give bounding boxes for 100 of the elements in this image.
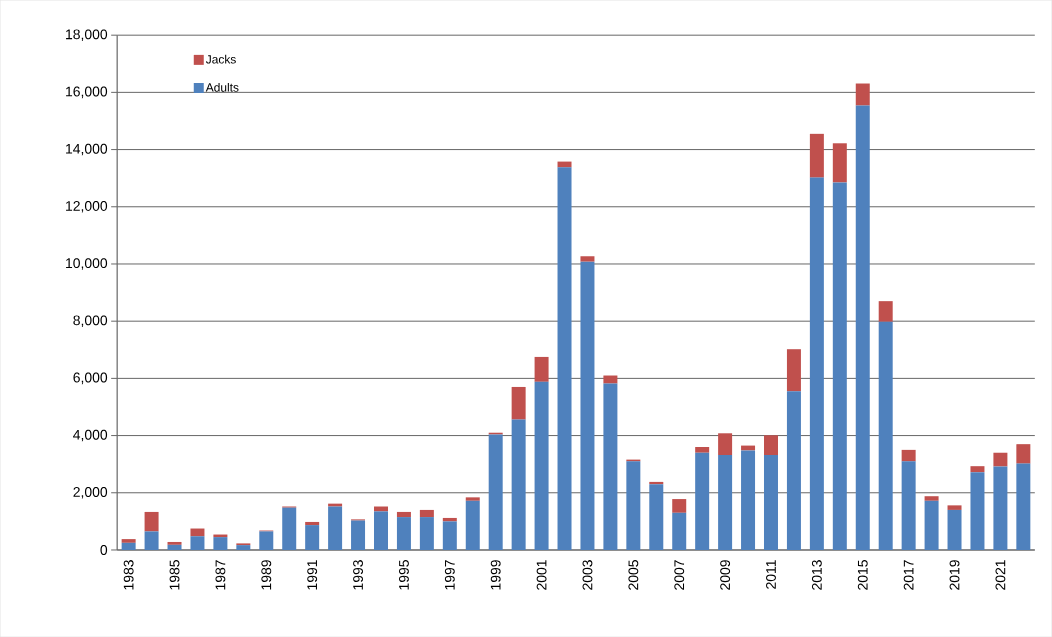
bar (970, 466, 985, 473)
x-tick-label: 1997 (444, 560, 455, 590)
bar (947, 505, 962, 510)
x-tick-label: 1989 (261, 560, 272, 590)
bar (763, 454, 778, 550)
bar (993, 466, 1008, 550)
bar (1016, 444, 1031, 464)
bar (190, 536, 205, 550)
bar (672, 512, 687, 550)
y-tick-label: 2,000 (73, 486, 108, 499)
bar (465, 497, 480, 501)
bar (282, 507, 297, 550)
x-tick-label: 1995 (398, 560, 409, 590)
bar (855, 83, 870, 106)
x-tick-label: 1983 (123, 560, 134, 590)
x-tick-label: 2017 (903, 560, 914, 590)
bar (305, 521, 320, 526)
x-tick-label: 2011 (766, 560, 776, 589)
bar (373, 511, 388, 550)
bar (557, 167, 572, 550)
bar (993, 452, 1008, 467)
y-tick-label: 12,000 (66, 200, 108, 213)
bar (328, 506, 343, 550)
bar (144, 531, 159, 550)
bar (695, 446, 710, 453)
bar (947, 509, 962, 550)
y-tick-label: 18,000 (66, 29, 108, 41)
y-tick-label: 10,000 (66, 258, 108, 270)
bar (878, 301, 893, 322)
bar (809, 133, 824, 178)
bar (763, 435, 778, 455)
bar (924, 496, 939, 501)
bar (465, 500, 480, 550)
bar (121, 542, 136, 550)
bar (121, 539, 136, 543)
bar (236, 545, 251, 550)
bar (144, 511, 159, 532)
legend-label: Jacks (205, 54, 236, 64)
bar (878, 321, 893, 550)
x-tick-label: 2005 (628, 560, 639, 590)
bar (832, 182, 847, 550)
bar (649, 484, 664, 550)
bar (786, 349, 801, 392)
x-tick-label: 2013 (811, 560, 822, 590)
x-tick-label: 2009 (720, 560, 731, 590)
x-tick-label: 1991 (307, 560, 318, 590)
x-tick-label: 1999 (490, 560, 501, 590)
x-tick-label: 1985 (169, 560, 180, 590)
bar (419, 517, 434, 550)
bar (488, 434, 503, 550)
bar (924, 500, 939, 550)
bar (511, 419, 526, 550)
bar (190, 528, 205, 537)
bar (419, 509, 434, 518)
x-tick-label: 2003 (582, 560, 593, 590)
bar (259, 531, 274, 550)
x-tick-label: 2021 (995, 560, 1006, 590)
bar (511, 386, 526, 420)
bar (603, 383, 618, 550)
bar (672, 499, 687, 513)
bar (580, 261, 595, 550)
x-tick-label: 2007 (674, 560, 685, 590)
y-tick-label: 0 (100, 544, 108, 555)
bar (901, 461, 916, 550)
bar (695, 452, 710, 550)
bar (626, 461, 641, 550)
bar (396, 511, 411, 518)
legend-label: Adults (205, 82, 239, 92)
bar (718, 454, 733, 550)
bar (305, 525, 320, 550)
bar (396, 517, 411, 550)
bar (1016, 463, 1031, 550)
x-tick-label: 2015 (857, 560, 868, 590)
bar (855, 105, 870, 550)
y-tick-label: 14,000 (66, 143, 108, 156)
bar (442, 521, 457, 550)
bar (213, 537, 228, 550)
x-tick-label: 2019 (949, 560, 960, 590)
bar (167, 541, 182, 545)
x-tick-label: 1993 (353, 560, 363, 590)
bar (603, 375, 618, 384)
bar (328, 503, 343, 507)
bar (741, 450, 756, 550)
y-tick-label: 6,000 (73, 372, 108, 385)
bar (534, 356, 549, 382)
bar (167, 544, 182, 550)
bar (970, 472, 985, 550)
bar (832, 143, 847, 183)
bar (718, 433, 733, 455)
bar (580, 256, 595, 262)
y-tick-label: 16,000 (66, 86, 108, 99)
x-tick-label: 2001 (536, 560, 547, 590)
bar (901, 449, 916, 462)
y-tick-label: 4,000 (73, 429, 108, 442)
bar (534, 381, 549, 550)
y-tick-label: 8,000 (73, 315, 108, 327)
bar (809, 177, 824, 550)
x-tick-label: 1987 (215, 560, 226, 590)
bar (351, 520, 366, 550)
bar (786, 391, 801, 550)
